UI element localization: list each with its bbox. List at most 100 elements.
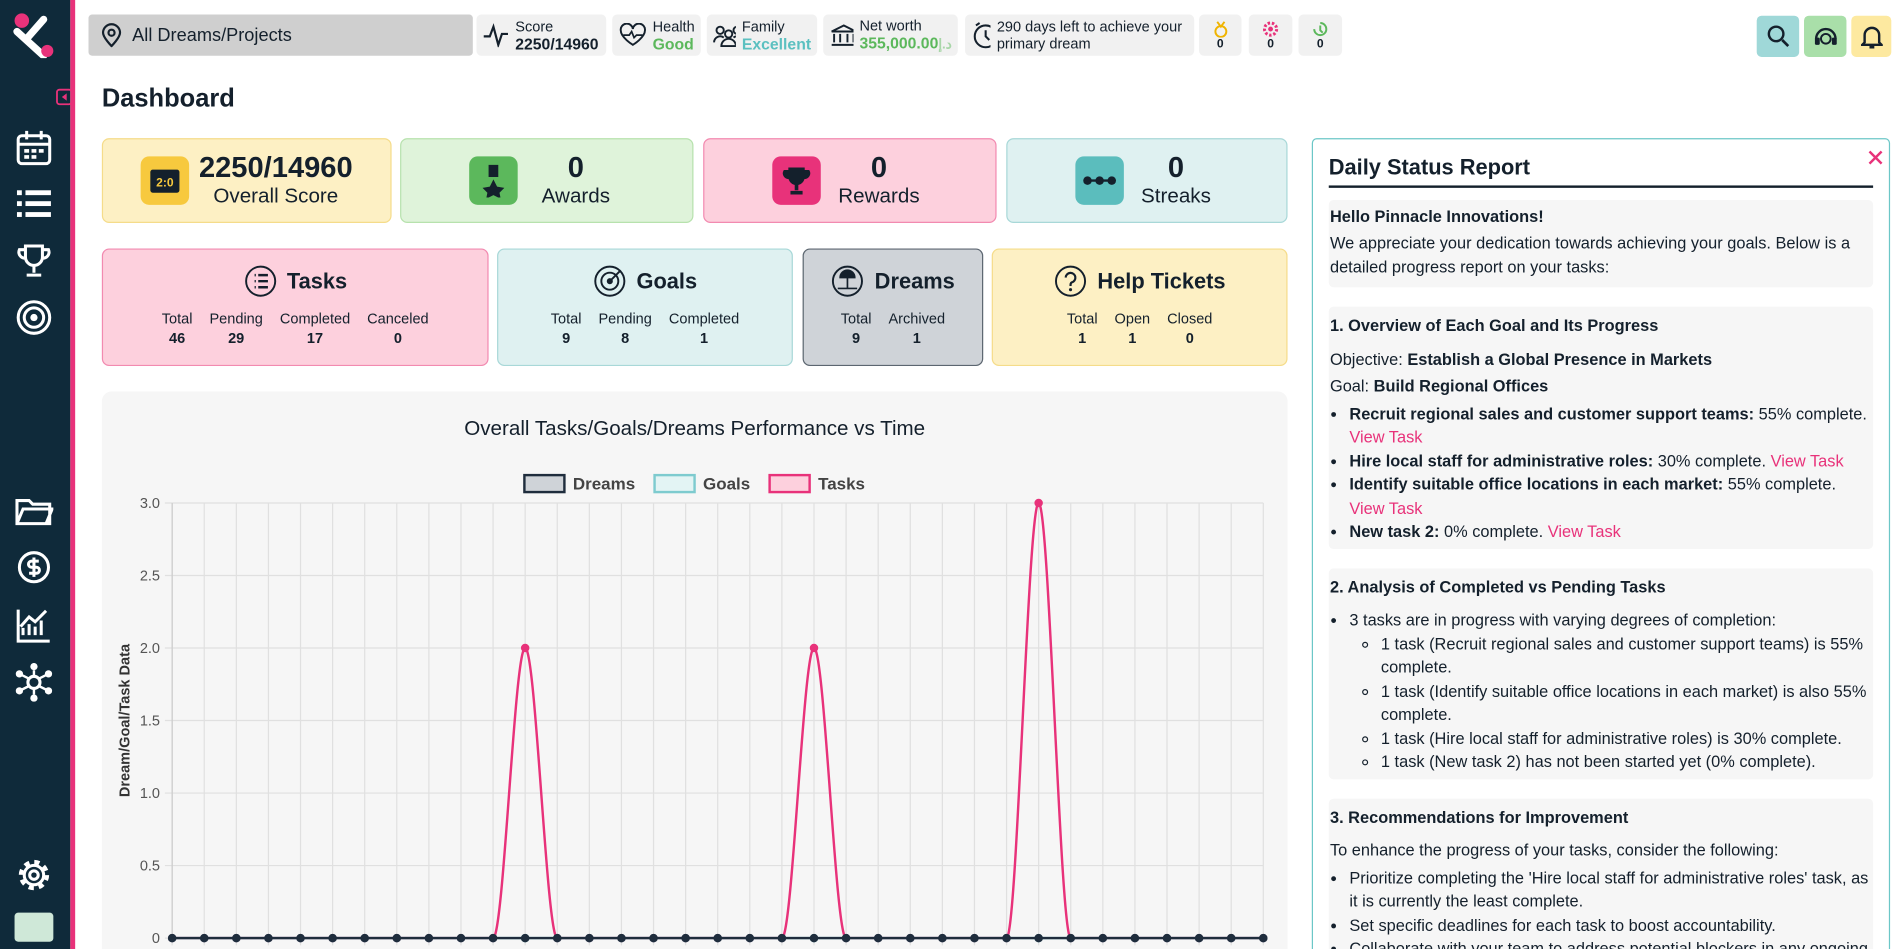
y-tick-label: 2.5	[140, 568, 160, 584]
data-point	[1259, 933, 1268, 943]
view-task-link[interactable]: View Task	[1770, 451, 1844, 470]
view-task-link[interactable]: View Task	[1349, 498, 1423, 517]
section-card[interactable]: Goals Total 9 Pending 8 Completed 1	[497, 248, 793, 367]
section-icon	[1055, 265, 1087, 297]
family-value: Excellent	[741, 34, 812, 53]
section-card[interactable]: Tasks Total 46 Pending 29 Completed 17 Canceled…	[101, 248, 489, 367]
data-point	[1194, 933, 1204, 943]
report-list: Recruit regional sales and customer supp…	[1330, 402, 1872, 544]
data-point	[488, 933, 498, 943]
legend-label: Dreams	[573, 475, 635, 494]
section-stat: Completed 17	[280, 310, 350, 346]
section-stat-label: Total	[161, 310, 193, 328]
report-section-heading: 3. Recommendations for Improvement	[1329, 807, 1629, 826]
stat-label: Awards	[541, 184, 611, 208]
stat-card[interactable]: 0 Rewards	[703, 138, 997, 224]
finance-icon[interactable]	[15, 548, 54, 587]
data-point	[841, 933, 851, 943]
data-point	[424, 933, 434, 943]
stat-value: 0	[870, 151, 888, 185]
report-item: Collaborate with your team to address po…	[1349, 937, 1872, 949]
score-icon: 2:0	[140, 156, 190, 205]
chart-title: Overall Tasks/Goals/Dreams Performance v…	[464, 417, 925, 440]
countdown-text: 290 days left to achieve your primary dr…	[996, 18, 1183, 53]
sidebar	[0, 0, 71, 949]
notifications-button[interactable]	[1851, 15, 1892, 57]
streak-icon	[1075, 156, 1124, 205]
section-card[interactable]: Help Tickets Total 1 Open 1 Closed 0	[991, 248, 1288, 367]
countdown-chip[interactable]: 290 days left to achieve your primary dr…	[965, 14, 1195, 56]
section-stat: Pending 8	[598, 310, 651, 346]
sidebar-stripe	[70, 0, 76, 949]
family-chip[interactable]: Family Excellent	[706, 14, 818, 56]
report-item: Identify suitable office locations in ea…	[1349, 473, 1872, 520]
project-selector[interactable]: All Dreams/Projects	[88, 14, 473, 56]
legend-label: Tasks	[818, 475, 865, 494]
stat-value: 2250/14960	[198, 151, 353, 185]
folder-icon[interactable]	[15, 491, 54, 530]
section-stat-value: 1	[1128, 329, 1137, 347]
view-task-link[interactable]: View Task	[1349, 427, 1423, 447]
report-list: Prioritize completing the 'Hire local st…	[1330, 866, 1872, 949]
project-selector-text: All Dreams/Projects	[132, 24, 292, 46]
section-stat-label: Pending	[209, 310, 263, 328]
avatar[interactable]	[14, 912, 54, 942]
section-stat: Canceled 0	[367, 310, 428, 346]
report-section: 2. Analysis of Completed vs Pending Task…	[1328, 567, 1874, 779]
section-card[interactable]: Dreams Total 9 Archived 1	[802, 248, 984, 367]
section-header: Help Tickets	[993, 264, 1286, 298]
logo[interactable]	[12, 12, 56, 59]
legend-swatch	[768, 473, 811, 494]
report-section-heading: 2. Analysis of Completed vs Pending Task…	[1329, 577, 1666, 596]
list-icon[interactable]	[15, 184, 54, 223]
data-point	[745, 933, 755, 943]
report-item-title: New task 2:	[1349, 522, 1440, 541]
section-stat-value: 9	[852, 329, 861, 347]
section-stat-label: Archived	[888, 310, 946, 328]
network-icon[interactable]	[15, 662, 54, 702]
target-icon[interactable]	[15, 298, 54, 337]
legend-label: Goals	[703, 475, 750, 494]
calendar-icon[interactable]	[15, 128, 54, 167]
badge-chip[interactable]: 0	[1298, 14, 1343, 56]
score-label: Score	[515, 17, 554, 35]
support-button[interactable]	[1804, 15, 1847, 57]
section-stat-label: Closed	[1167, 310, 1213, 328]
report-section-heading: 1. Overview of Each Goal and Its Progres…	[1329, 316, 1659, 335]
support-icon	[1814, 27, 1837, 45]
section-title: Help Tickets	[1097, 268, 1226, 293]
stat-card[interactable]: 0 Streaks	[1006, 138, 1288, 224]
trophy-icon[interactable]	[15, 241, 54, 280]
report-line: Objective: Establish a Global Presence i…	[1330, 347, 1872, 371]
score-chip[interactable]: Score 2250/14960	[476, 14, 607, 56]
section-header: Goals	[498, 264, 791, 298]
report-subitem: 1 task (Hire local staff for administrat…	[1381, 727, 1872, 751]
collapse-toggle[interactable]	[56, 88, 73, 106]
clock-icon	[973, 22, 991, 49]
section-stat: Open 1	[1115, 310, 1151, 346]
stat-card[interactable]: 0 Awards	[400, 138, 694, 224]
data-point	[681, 933, 690, 943]
section-title: Tasks	[286, 268, 348, 293]
health-value: Good	[652, 34, 694, 53]
settings-icon[interactable]	[15, 856, 54, 895]
section-stat: Pending 29	[209, 310, 262, 346]
stat-card[interactable]: 2:0 2250/14960 Overall Score	[101, 138, 392, 224]
section-stat: Completed 1	[669, 310, 739, 346]
section-stat-value: 8	[621, 329, 630, 347]
data-point	[392, 933, 402, 943]
section-stat-label: Pending	[598, 310, 652, 328]
close-button[interactable]	[1867, 149, 1884, 166]
analytics-icon[interactable]	[15, 606, 54, 645]
net-worth-chip[interactable]: Net worth 355,000.00د.إ	[823, 14, 958, 56]
report-greeting-block: Hello Pinnacle Innovations! We appreciat…	[1328, 199, 1874, 288]
data-point	[649, 933, 658, 943]
data-point	[296, 933, 305, 943]
award-icon	[469, 156, 518, 205]
health-chip[interactable]: Health Good	[612, 14, 701, 56]
badge-chip[interactable]: 0	[1248, 14, 1293, 56]
view-task-link[interactable]: View Task	[1547, 522, 1621, 541]
data-point	[1034, 498, 1043, 508]
search-button[interactable]	[1756, 15, 1800, 57]
badge-chip[interactable]: 0	[1199, 14, 1242, 56]
